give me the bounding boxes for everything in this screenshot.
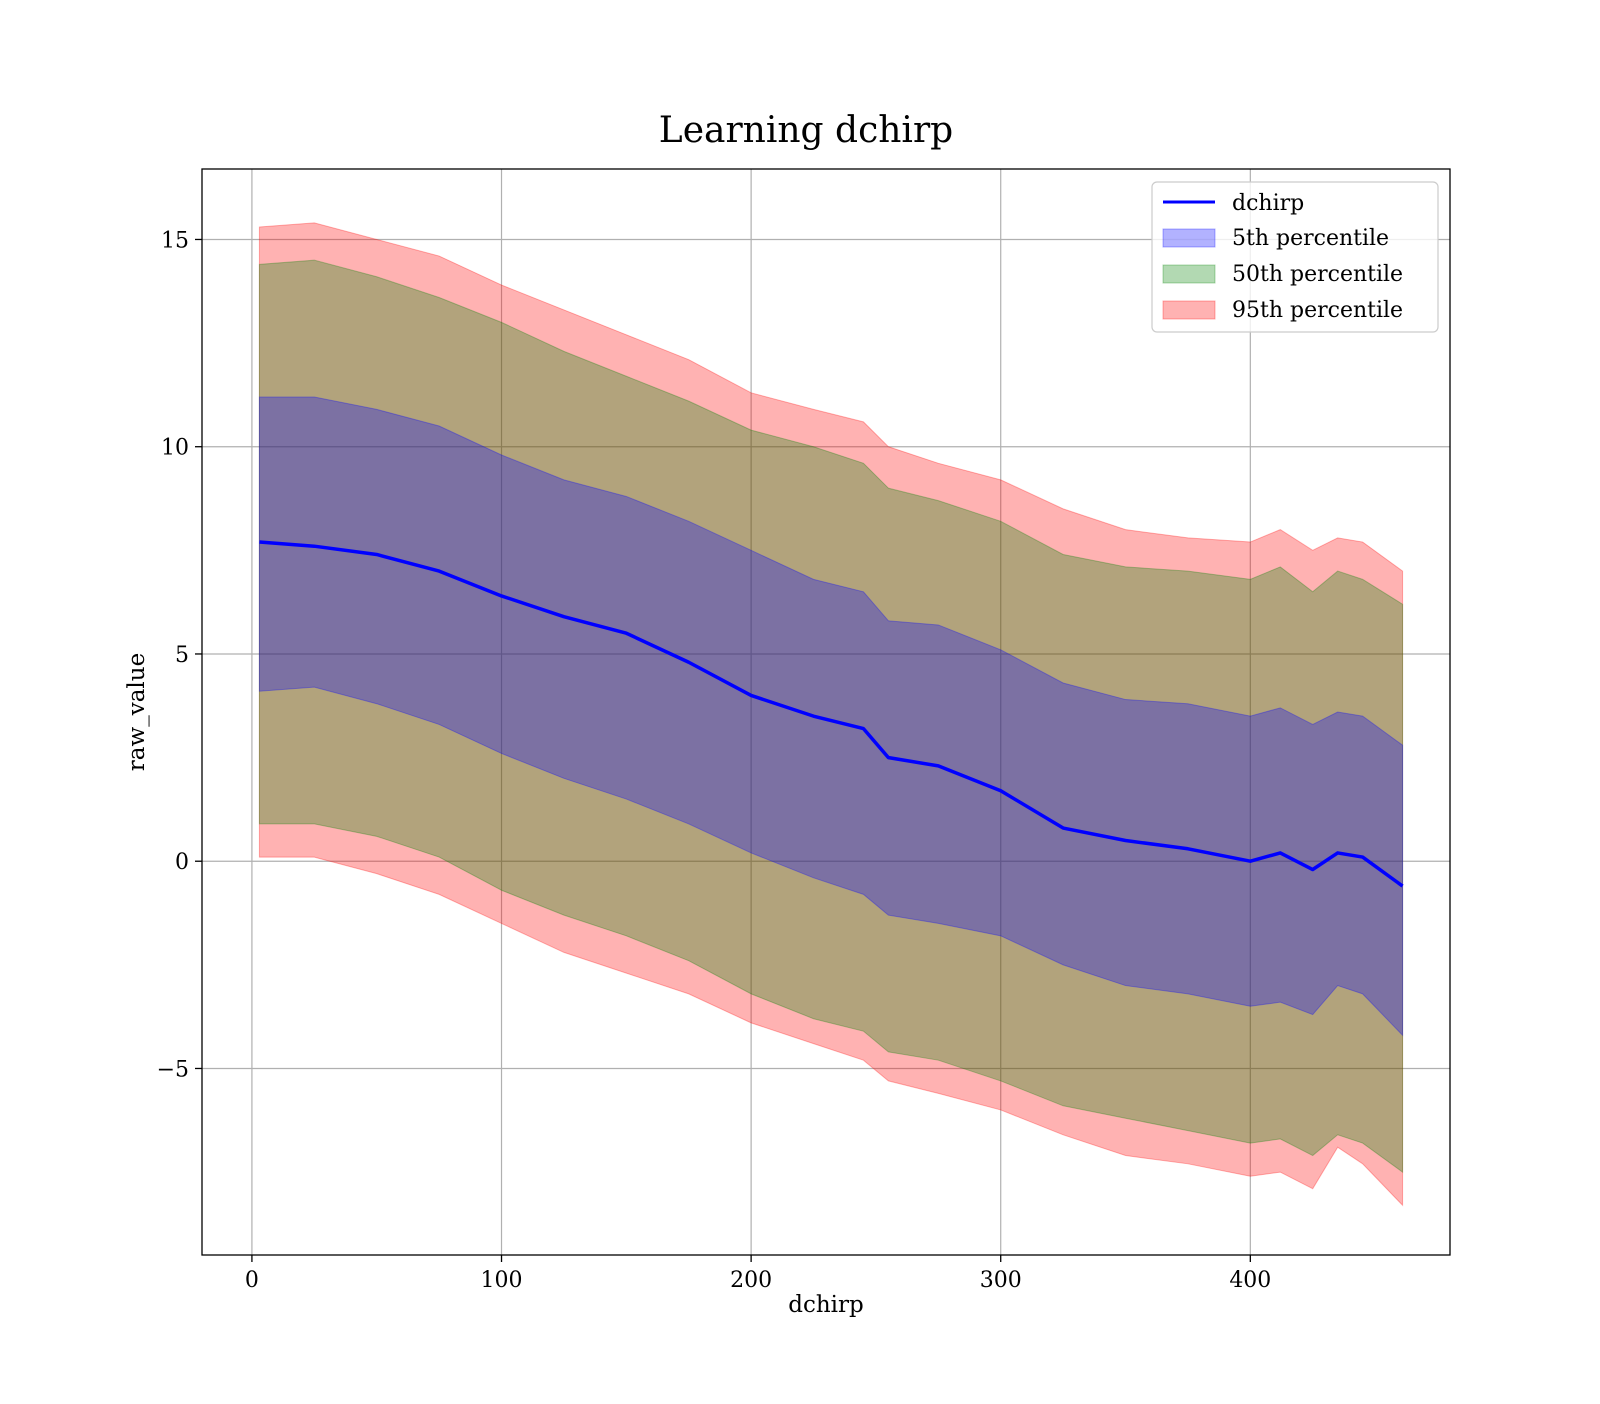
y-tick-label: 15	[161, 228, 189, 253]
band-layer	[258, 222, 1404, 1207]
x-tick-label: 0	[245, 1268, 259, 1293]
legend-label-dchirp: dchirp	[1232, 191, 1304, 216]
legend-swatch-95th-percentile	[1162, 300, 1216, 320]
x-tick-label: 300	[980, 1268, 1022, 1293]
x-tick-label: 400	[1229, 1268, 1271, 1293]
axes-frame	[201, 168, 1451, 1256]
legend-label-5th-percentile: 5th percentile	[1232, 226, 1389, 251]
plot-area-background	[202, 169, 1450, 1255]
band-95th-percentile	[258, 222, 1404, 1207]
chart-title: Learning dchirp	[659, 110, 953, 151]
legend: dchirp 5th percentile 50th percentile 95…	[1151, 181, 1439, 333]
y-tick-label: 5	[175, 643, 189, 668]
tick-layer: 0 100 200 300 400 −5 0 5 10 15	[157, 228, 1272, 1293]
y-tick-label: −5	[157, 1057, 189, 1082]
legend-swatch-5th-percentile	[1162, 228, 1216, 248]
legend-label-95th-percentile: 95th percentile	[1232, 298, 1403, 323]
legend-label-50th-percentile: 50th percentile	[1232, 262, 1403, 287]
band-5th-percentile	[258, 396, 1404, 1037]
line-dchirp	[259, 540, 1404, 888]
legend-swatch-50th-percentile	[1162, 264, 1216, 284]
y-tick-label: 10	[161, 436, 189, 461]
y-axis-label: raw_value	[124, 653, 150, 771]
x-tick-label: 100	[481, 1268, 523, 1293]
band-50th-percentile	[258, 259, 1404, 1174]
legend-frame	[1151, 181, 1439, 333]
x-tick-label: 200	[730, 1268, 772, 1293]
line-layer	[259, 540, 1404, 888]
y-tick-label: 0	[175, 850, 189, 875]
x-axis-label: dchirp	[788, 1292, 864, 1318]
